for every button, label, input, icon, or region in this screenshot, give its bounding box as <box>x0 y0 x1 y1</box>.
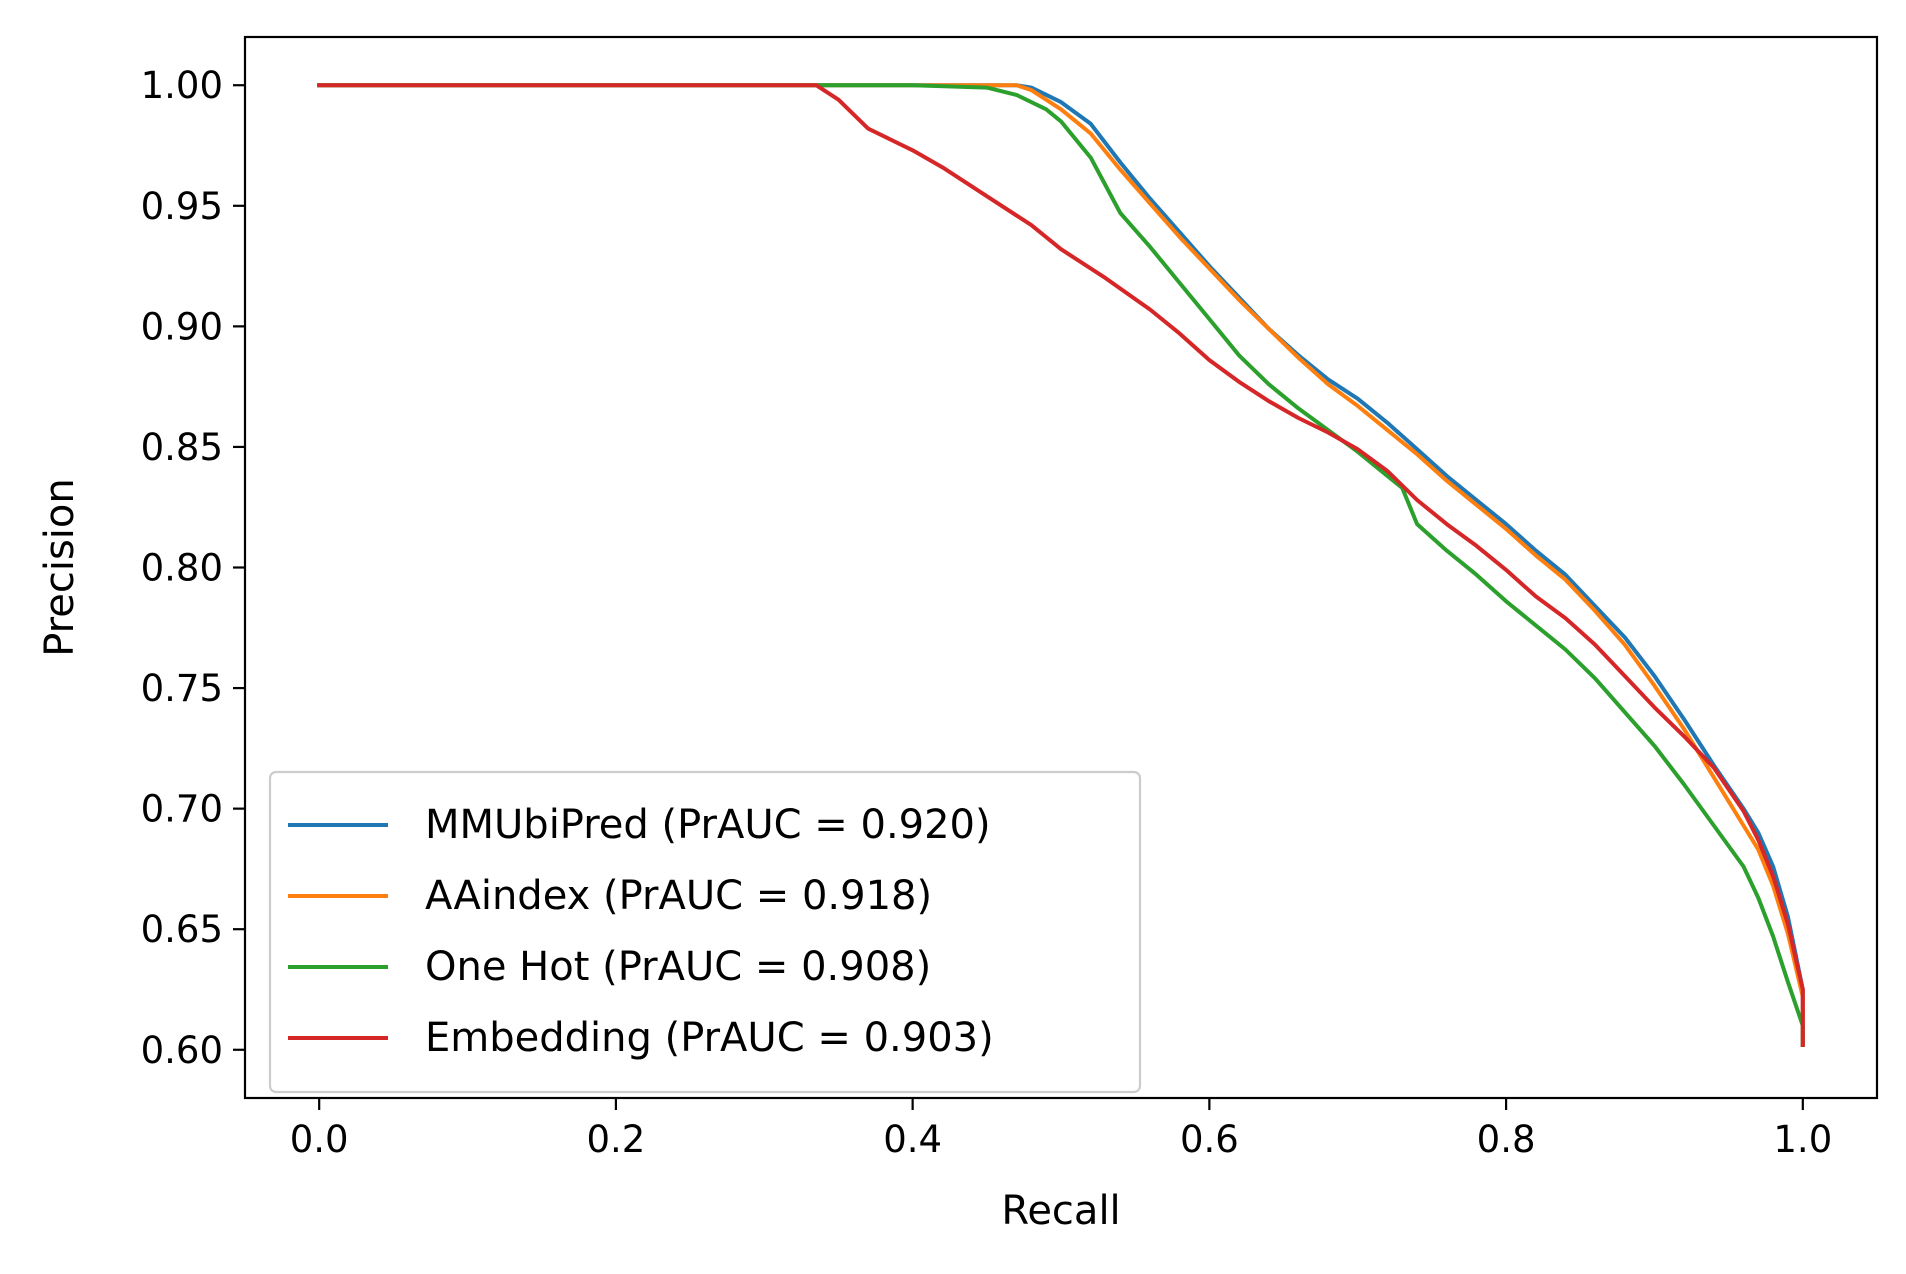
x-tick-label: 0.2 <box>586 1118 645 1161</box>
x-tick-label: 1.0 <box>1773 1118 1832 1161</box>
series-line-4 <box>317 83 1805 1047</box>
y-tick-label: 0.70 <box>141 788 223 831</box>
y-tick-label: 0.95 <box>141 185 223 228</box>
series-line-2 <box>317 83 1805 1047</box>
legend: MMUbiPred (PrAUC = 0.920) AAindex (PrAUC … <box>268 770 1142 1094</box>
x-tick-label: 0.0 <box>290 1118 349 1161</box>
y-axis: 0.60 0.65 0.70 0.75 0.80 0.85 0.90 0.95 1.00 <box>141 64 245 1072</box>
x-axis-label: Recall <box>1001 1188 1120 1234</box>
legend-box <box>268 770 1142 1094</box>
series-layer <box>317 83 1805 1047</box>
y-tick-label: 0.75 <box>141 667 223 710</box>
x-tick-label: 0.6 <box>1180 1118 1239 1161</box>
x-tick-label: 0.4 <box>883 1118 942 1161</box>
legend-label-3: One Hot (PrAUC = 0.908) <box>425 944 931 990</box>
y-tick-label: 0.65 <box>141 908 223 951</box>
y-tick-label: 0.80 <box>141 547 223 590</box>
series-line-3 <box>317 83 1805 1047</box>
y-tick-label: 0.60 <box>141 1029 223 1072</box>
legend-label-1: MMUbiPred (PrAUC = 0.920) <box>425 802 991 848</box>
legend-label-4: Embedding (PrAUC = 0.903) <box>425 1015 994 1061</box>
y-tick-label: 1.00 <box>141 64 223 107</box>
x-tick-label: 0.8 <box>1477 1118 1536 1161</box>
y-tick-label: 0.90 <box>141 305 223 348</box>
y-tick-label: 0.85 <box>141 426 223 469</box>
x-axis: 0.0 0.2 0.4 0.6 0.8 1.0 <box>290 1098 1832 1161</box>
y-axis-label: Precision <box>37 478 83 656</box>
legend-label-2: AAindex (PrAUC = 0.918) <box>425 873 932 919</box>
